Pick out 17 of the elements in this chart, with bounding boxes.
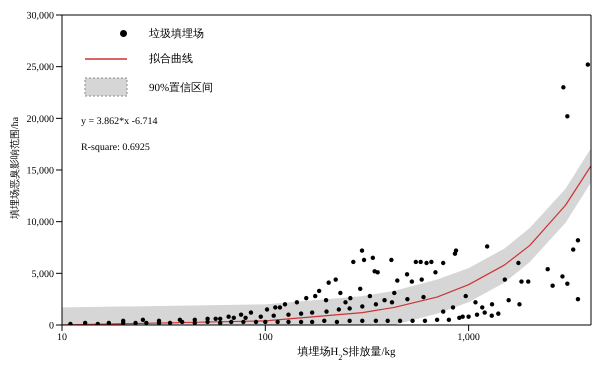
y-tick-label: 10,000 [26, 217, 54, 228]
y-tick-label: 20,000 [26, 114, 54, 125]
x-tick-label: 100 [258, 332, 273, 344]
x-tick-label: 10 [57, 332, 67, 344]
annotation: R-square: 0.6925 [81, 142, 150, 153]
x-axis-title: 填埋场H$_{2}$S排放量/kg [296, 345, 396, 362]
y-tick-label: 0 [49, 320, 54, 332]
annotation: y = 3.862*x -6.714 [81, 116, 158, 127]
y-tick-label: 15,000 [26, 166, 54, 177]
legend-label: 拟合曲线 [149, 52, 193, 66]
legend-label: 90%置信区间 [149, 80, 214, 94]
y-tick-label: 5,000 [32, 268, 54, 280]
x-tick-label: 1,000 [457, 332, 480, 344]
y-tick-label: 30,000 [26, 10, 54, 22]
y-axis-title: 填埋场恶臭影响范围/ha [8, 116, 22, 220]
legend-label: 垃圾填埋场 [149, 27, 204, 41]
y-tick-label: 25,000 [26, 62, 54, 74]
